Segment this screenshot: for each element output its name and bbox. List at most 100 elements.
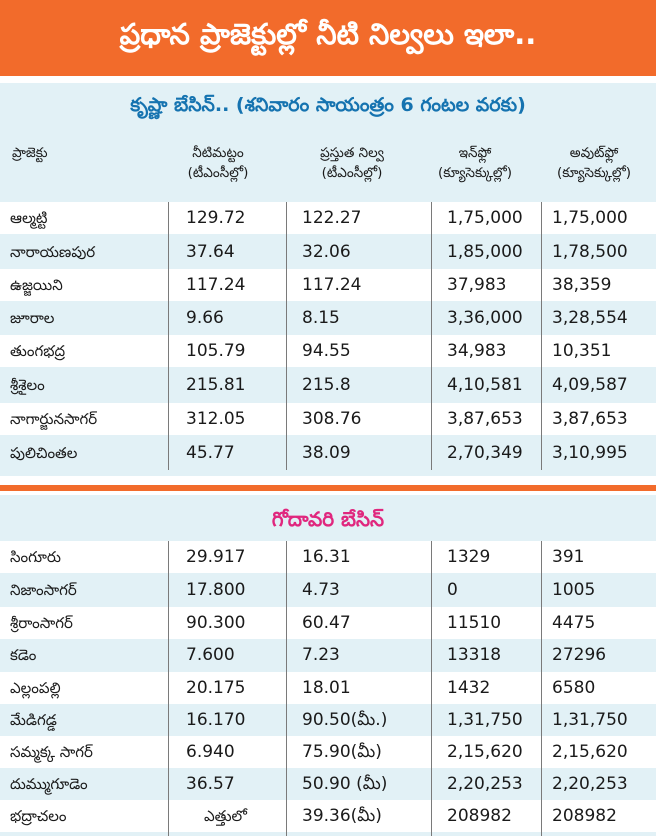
header-inflow-line1: ఇన్‌ఫ్లో <box>458 145 492 161</box>
project-name: జూరాల <box>10 309 55 327</box>
water-level: 117.24 <box>186 275 246 295</box>
header-project: ప్రాజెక్టు <box>12 143 48 197</box>
header-current-storage-line1: ప్రస్తుత నిల్వ <box>320 145 384 161</box>
outflow: 3,10,995 <box>552 443 628 463</box>
table-row: శ్రీశైలం 215.81 215.8 4,10,581 4,09,587 <box>0 369 656 401</box>
project-name: ఆల్మట్టి <box>10 209 48 227</box>
outflow: 4,09,587 <box>552 375 628 395</box>
godavari-heading-text: గోదావరి బేసిన్ <box>271 506 385 531</box>
column-divider <box>431 541 432 836</box>
outflow: 2,15,620 <box>552 742 628 762</box>
project-name: ఉజ్జయిని <box>10 276 63 294</box>
inflow: 0 <box>447 580 458 600</box>
outflow: 1005 <box>552 580 596 600</box>
table-row: పులిచింతల 45.77 38.09 2,70,349 3,10,995 <box>0 437 656 469</box>
current-storage: 50.90 (మీ) <box>302 774 388 794</box>
project-name: శ్రీశైలం <box>10 376 45 394</box>
inflow: 3,87,653 <box>447 409 523 429</box>
table-row: తుంగభద్ర 105.79 94.55 34,983 10,351 <box>0 335 656 367</box>
outflow: 6580 <box>552 678 596 698</box>
column-divider <box>168 541 169 836</box>
inflow: 2,20,253 <box>447 774 523 794</box>
header-outflow: అవుట్‌ఫ్లో (క్యూసెక్కుల్లో) <box>532 143 656 197</box>
header-water-level: నీటిమట్టం (టీఎంసీల్లో) <box>163 143 273 197</box>
table-row: శ్రీరాంసాగర్ 90.300 60.47 11510 4475 <box>0 607 656 639</box>
water-level: 17.800 <box>186 580 246 600</box>
outflow: 3,87,653 <box>552 409 628 429</box>
outflow: 1,78,500 <box>552 242 628 262</box>
column-divider <box>286 202 287 470</box>
krishna-heading-text: కృష్ణా బేసిన్.. (శనివారం సాయంత్రం 6 గంటల… <box>130 93 526 116</box>
header-outflow-line1: అవుట్‌ఫ్లో <box>569 145 619 161</box>
outflow: 391 <box>552 547 585 567</box>
current-storage: 7.23 <box>302 645 340 665</box>
water-level: 20.175 <box>186 678 246 698</box>
current-storage: 117.24 <box>302 275 362 295</box>
water-level: 7.600 <box>186 645 235 665</box>
header-water-level-line2: (టీఎంసీల్లో) <box>187 165 249 181</box>
water-level: 45.77 <box>186 443 235 463</box>
header-project-line1: ప్రాజెక్టు <box>12 145 48 161</box>
inflow: 1,85,000 <box>447 242 523 262</box>
outflow: 27296 <box>552 645 607 665</box>
current-storage: 75.90(మీ) <box>302 742 382 762</box>
inflow: 4,10,581 <box>447 375 523 395</box>
current-storage: 90.50(మీ.) <box>302 710 388 730</box>
project-name: కడెం <box>10 646 37 664</box>
godavari-heading: గోదావరి బేసిన్ <box>0 497 656 545</box>
project-name: దుమ్ముగూడెం <box>10 775 88 793</box>
project-name: భద్రాచలం <box>10 807 67 825</box>
water-level: 9.66 <box>186 308 224 328</box>
column-divider <box>431 202 432 470</box>
project-name: నారాయణపుర <box>10 243 96 261</box>
outflow: 1,75,000 <box>552 208 628 228</box>
outflow: 208982 <box>552 806 617 826</box>
water-level: 29.917 <box>186 547 246 567</box>
inflow: 34,983 <box>447 341 507 361</box>
current-storage: 60.47 <box>302 613 351 633</box>
inflow: 3,36,000 <box>447 308 523 328</box>
outflow: 2,20,253 <box>552 774 628 794</box>
inflow: 2,15,620 <box>447 742 523 762</box>
table-row: జూరాల 9.66 8.15 3,36,000 3,28,554 <box>0 302 656 334</box>
inflow: 1432 <box>447 678 491 698</box>
inflow: 1,31,750 <box>447 710 523 730</box>
column-divider <box>541 541 542 836</box>
outflow: 4475 <box>552 613 596 633</box>
inflow: 11510 <box>447 613 502 633</box>
project-name: సింగూరు <box>10 548 61 566</box>
inflow: 2,70,349 <box>447 443 523 463</box>
table-row: నిజాంసాగర్ 17.800 4.73 0 1005 <box>0 574 656 606</box>
project-name: పులిచింతల <box>10 444 78 462</box>
project-name: తుంగభద్ర <box>10 342 66 360</box>
table-row: నాగార్జునసాగర్ 312.05 308.76 3,87,653 3,… <box>0 403 656 435</box>
water-level: 105.79 <box>186 341 246 361</box>
title-text: ప్రధాన ప్రాజెక్టుల్లో నీటి నిల్వలు ఇలా.. <box>119 17 537 51</box>
current-storage: 4.73 <box>302 580 340 600</box>
current-storage: 94.55 <box>302 341 351 361</box>
table-row: ఆల్మట్టి 129.72 122.27 1,75,000 1,75,000 <box>0 202 656 234</box>
outflow: 1,31,750 <box>552 710 628 730</box>
table-row: కడెం 7.600 7.23 13318 27296 <box>0 639 656 671</box>
inflow: 13318 <box>447 645 502 665</box>
table-row: ఎల్లంపల్లి 20.175 18.01 1432 6580 <box>0 672 656 704</box>
table-row: నారాయణపుర 37.64 32.06 1,85,000 1,78,500 <box>0 236 656 268</box>
page-title: ప్రధాన ప్రాజెక్టుల్లో నీటి నిల్వలు ఇలా.. <box>0 0 656 76</box>
header-inflow-line2: (క్యూసెక్కుల్లో) <box>438 165 512 181</box>
header-water-level-line1: నీటిమట్టం <box>192 145 244 161</box>
current-storage: 38.09 <box>302 443 351 463</box>
inflow: 1329 <box>447 547 491 567</box>
header-outflow-line2: (క్యూసెక్కుల్లో) <box>557 165 631 181</box>
project-name: ఎల్లంపల్లి <box>10 679 61 697</box>
current-storage: 308.76 <box>302 409 362 429</box>
column-divider <box>286 541 287 836</box>
table-row: ఉజ్జయిని 117.24 117.24 37,983 38,359 <box>0 269 656 301</box>
inflow: 1,75,000 <box>447 208 523 228</box>
water-level: 312.05 <box>186 409 246 429</box>
current-storage: 215.8 <box>302 375 351 395</box>
section-divider <box>0 485 656 491</box>
water-level: 215.81 <box>186 375 246 395</box>
header-current-storage: ప్రస్తుత నిల్వ (టీఎంసీల్లో) <box>290 143 414 197</box>
outflow: 3,28,554 <box>552 308 628 328</box>
